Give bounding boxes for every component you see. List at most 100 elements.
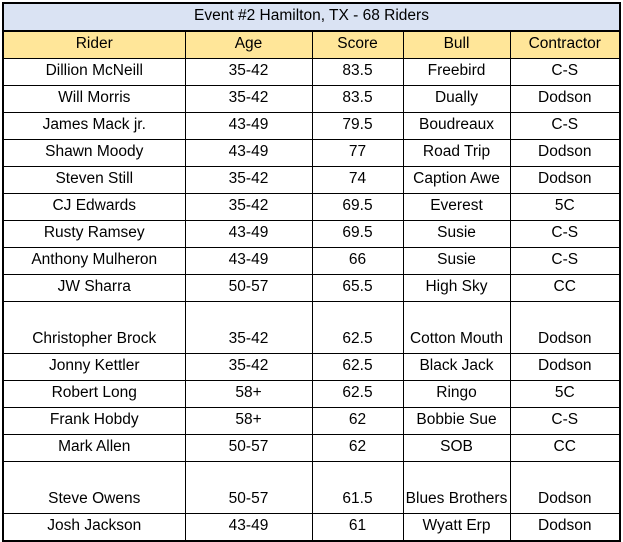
cell-age: 35-42	[184, 193, 313, 221]
table-row: Will Morris 35-42 83.5 Dually Dodson	[2, 85, 621, 113]
cell-score: 66	[311, 247, 404, 275]
cell-rider: Frank Hobdy	[2, 407, 186, 435]
cell-age: 58+	[184, 407, 313, 435]
cell-contractor: Dodson	[509, 513, 621, 542]
cell-contractor: Dodson	[509, 85, 621, 113]
cell-score: 83.5	[311, 85, 404, 113]
cell-bull: Cotton Mouth	[402, 301, 511, 354]
cell-bull: Susie	[402, 247, 511, 275]
cell-contractor: 5C	[509, 193, 621, 221]
cell-contractor: Dodson	[509, 139, 621, 167]
cell-contractor: C-S	[509, 220, 621, 248]
cell-score: 69.5	[311, 193, 404, 221]
table-row: CJ Edwards 35-42 69.5 Everest 5C	[2, 193, 621, 221]
table-row: Steven Still 35-42 74 Caption Awe Dodson	[2, 166, 621, 194]
cell-rider: Josh Jackson	[2, 513, 186, 542]
cell-age: 35-42	[184, 301, 313, 354]
cell-bull: Ringo	[402, 380, 511, 408]
cell-rider: Jonny Kettler	[2, 353, 186, 381]
cell-contractor: CC	[509, 274, 621, 302]
table-row: Jonny Kettler 35-42 62.5 Black Jack Dodson	[2, 353, 621, 381]
cell-rider: Rusty Ramsey	[2, 220, 186, 248]
cell-rider: Steven Still	[2, 166, 186, 194]
cell-age: 35-42	[184, 166, 313, 194]
cell-age: 43-49	[184, 513, 313, 542]
header-bull: Bull	[402, 30, 511, 59]
table-row: Dillion McNeill 35-42 83.5 Freebird C-S	[2, 58, 621, 86]
cell-score: 65.5	[311, 274, 404, 302]
table-row: Rusty Ramsey 43-49 69.5 Susie C-S	[2, 220, 621, 248]
cell-score: 62	[311, 434, 404, 462]
cell-score: 69.5	[311, 220, 404, 248]
cell-rider: James Mack jr.	[2, 112, 186, 140]
cell-score: 79.5	[311, 112, 404, 140]
table-row: Shawn Moody 43-49 77 Road Trip Dodson	[2, 139, 621, 167]
cell-bull: SOB	[402, 434, 511, 462]
cell-age: 50-57	[184, 274, 313, 302]
cell-score: 61	[311, 513, 404, 542]
cell-bull: Black Jack	[402, 353, 511, 381]
cell-contractor: C-S	[509, 407, 621, 435]
table-title: Event #2 Hamilton, TX - 68 Riders	[2, 2, 621, 32]
table-row: Christopher Brock 35-42 62.5 Cotton Mouth Do…	[2, 301, 621, 354]
cell-age: 35-42	[184, 353, 313, 381]
cell-rider: CJ Edwards	[2, 193, 186, 221]
cell-rider: Steve Owens	[2, 461, 186, 514]
cell-age: 43-49	[184, 220, 313, 248]
table-row: Robert Long 58+ 62.5 Ringo 5C	[2, 380, 621, 408]
cell-age: 43-49	[184, 112, 313, 140]
cell-age: 43-49	[184, 247, 313, 275]
cell-rider: Dillion McNeill	[2, 58, 186, 86]
cell-contractor: Dodson	[509, 166, 621, 194]
cell-age: 58+	[184, 380, 313, 408]
cell-bull: Road Trip	[402, 139, 511, 167]
cell-score: 62	[311, 407, 404, 435]
table-row: James Mack jr. 43-49 79.5 Boudreaux C-S	[2, 112, 621, 140]
table-row: Anthony Mulheron 43-49 66 Susie C-S	[2, 247, 621, 275]
cell-bull: Bobbie Sue	[402, 407, 511, 435]
cell-age: 35-42	[184, 85, 313, 113]
cell-bull: High Sky	[402, 274, 511, 302]
cell-contractor: C-S	[509, 247, 621, 275]
cell-age: 43-49	[184, 139, 313, 167]
header-row: Rider Age Score Bull Contractor	[2, 30, 621, 59]
table-row: Frank Hobdy 58+ 62 Bobbie Sue C-S	[2, 407, 621, 435]
cell-score: 62.5	[311, 301, 404, 354]
cell-rider: JW Sharra	[2, 274, 186, 302]
cell-rider: Robert Long	[2, 380, 186, 408]
cell-score: 62.5	[311, 353, 404, 381]
cell-age: 50-57	[184, 434, 313, 462]
header-age: Age	[184, 30, 313, 59]
cell-score: 61.5	[311, 461, 404, 514]
cell-contractor: CC	[509, 434, 621, 462]
header-contractor: Contractor	[509, 30, 621, 59]
cell-rider: Shawn Moody	[2, 139, 186, 167]
table-row: Josh Jackson 43-49 61 Wyatt Erp Dodson	[2, 513, 621, 542]
table-row: Steve Owens 50-57 61.5 Blues Brothers Dodson	[2, 461, 621, 514]
cell-bull: Dually	[402, 85, 511, 113]
cell-bull: Everest	[402, 193, 511, 221]
cell-age: 35-42	[184, 58, 313, 86]
cell-score: 83.5	[311, 58, 404, 86]
cell-bull: Caption Awe	[402, 166, 511, 194]
cell-contractor: C-S	[509, 58, 621, 86]
cell-rider: Christopher Brock	[2, 301, 186, 354]
header-rider: Rider	[2, 30, 186, 59]
cell-rider: Anthony Mulheron	[2, 247, 186, 275]
cell-contractor: 5C	[509, 380, 621, 408]
cell-contractor: C-S	[509, 112, 621, 140]
cell-score: 74	[311, 166, 404, 194]
cell-contractor: Dodson	[509, 301, 621, 354]
cell-age: 50-57	[184, 461, 313, 514]
cell-score: 77	[311, 139, 404, 167]
table-row: Mark Allen 50-57 62 SOB CC	[2, 434, 621, 462]
header-score: Score	[311, 30, 404, 59]
cell-bull: Blues Brothers	[402, 461, 511, 514]
cell-bull: Boudreaux	[402, 112, 511, 140]
cell-bull: Wyatt Erp	[402, 513, 511, 542]
cell-contractor: Dodson	[509, 353, 621, 381]
cell-contractor: Dodson	[509, 461, 621, 514]
cell-score: 62.5	[311, 380, 404, 408]
cell-bull: Susie	[402, 220, 511, 248]
